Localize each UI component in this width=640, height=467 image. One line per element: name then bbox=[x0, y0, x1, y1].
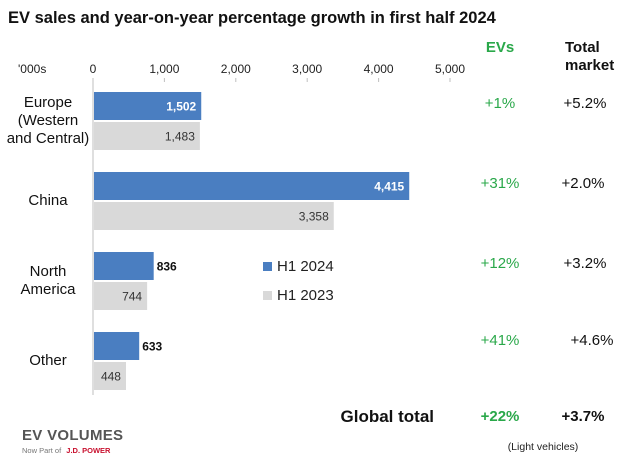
category-label: America bbox=[20, 281, 76, 298]
global-total-growth: +3.7% bbox=[562, 408, 605, 425]
data-label: 3,358 bbox=[299, 210, 329, 224]
bar-h1-2023 bbox=[94, 122, 200, 150]
bar-h1-2024 bbox=[94, 332, 140, 360]
data-label: 836 bbox=[157, 260, 177, 274]
legend-label: H1 2024 bbox=[277, 258, 334, 275]
category-label: Europe bbox=[24, 94, 72, 111]
global-ev-growth: +22% bbox=[481, 408, 520, 425]
units-label: '000s bbox=[18, 62, 46, 76]
total-growth-value: +2.0% bbox=[562, 175, 605, 192]
total-header: market bbox=[565, 57, 614, 74]
x-tick-label: 3,000 bbox=[292, 62, 322, 76]
data-label: 744 bbox=[122, 290, 142, 304]
bar-h1-2024 bbox=[94, 252, 154, 280]
tagline-prefix: Now Part of bbox=[22, 446, 62, 455]
legend-swatch bbox=[263, 291, 272, 300]
chart-title: EV sales and year-on-year percentage gro… bbox=[8, 9, 497, 27]
bar-h1-2023 bbox=[94, 202, 334, 230]
x-tick-label: 4,000 bbox=[364, 62, 394, 76]
svg-text:Now Part of J.D. POWER: Now Part of J.D. POWER bbox=[22, 446, 111, 455]
total-header: Total bbox=[565, 39, 600, 56]
x-tick-label: 0 bbox=[90, 62, 97, 76]
legend-swatch bbox=[263, 262, 272, 271]
tagline-brand: J.D. POWER bbox=[66, 446, 111, 455]
x-axis: 0 1,000 2,000 3,000 4,000 5,000 bbox=[90, 62, 465, 395]
data-label: 4,415 bbox=[374, 180, 404, 194]
category-label: North bbox=[30, 263, 67, 280]
total-growth-value: +4.6% bbox=[571, 332, 614, 349]
bar-h1-2024 bbox=[94, 92, 202, 120]
data-label: 448 bbox=[101, 370, 121, 384]
category-label: China bbox=[28, 192, 68, 209]
legend-label: H1 2023 bbox=[277, 287, 334, 304]
bars: 1,502 4,415 836 633 1,483 3,358 744 448 bbox=[94, 92, 410, 390]
category-label: (Western bbox=[18, 112, 79, 129]
bar-h1-2023 bbox=[94, 362, 126, 390]
legend: H1 2024 H1 2023 bbox=[263, 258, 334, 304]
global-total-label: Global total bbox=[341, 407, 435, 426]
data-label: 1,483 bbox=[165, 130, 195, 144]
data-label: 1,502 bbox=[166, 100, 196, 114]
category-label: Other bbox=[29, 352, 67, 369]
ev-growth-value: +12% bbox=[481, 255, 520, 272]
x-tick-label: 1,000 bbox=[149, 62, 179, 76]
brand-logo: EV VOLUMES Now Part of J.D. POWER bbox=[22, 427, 123, 455]
ev-header: EVs bbox=[486, 39, 514, 56]
ev-growth-value: +41% bbox=[481, 332, 520, 349]
x-tick-label: 5,000 bbox=[435, 62, 465, 76]
total-growth-value: +3.2% bbox=[564, 255, 607, 272]
bar-h1-2024 bbox=[94, 172, 410, 200]
footnote: (Light vehicles) bbox=[508, 441, 579, 453]
data-label: 633 bbox=[142, 340, 162, 354]
logo-text: EV VOLUMES bbox=[22, 427, 123, 444]
x-tick-label: 2,000 bbox=[221, 62, 251, 76]
bar-h1-2023 bbox=[94, 282, 148, 310]
total-growth-value: +5.2% bbox=[564, 95, 607, 112]
category-label: and Central) bbox=[7, 130, 90, 147]
ev-growth-value: +1% bbox=[485, 95, 515, 112]
ev-growth-value: +31% bbox=[481, 175, 520, 192]
